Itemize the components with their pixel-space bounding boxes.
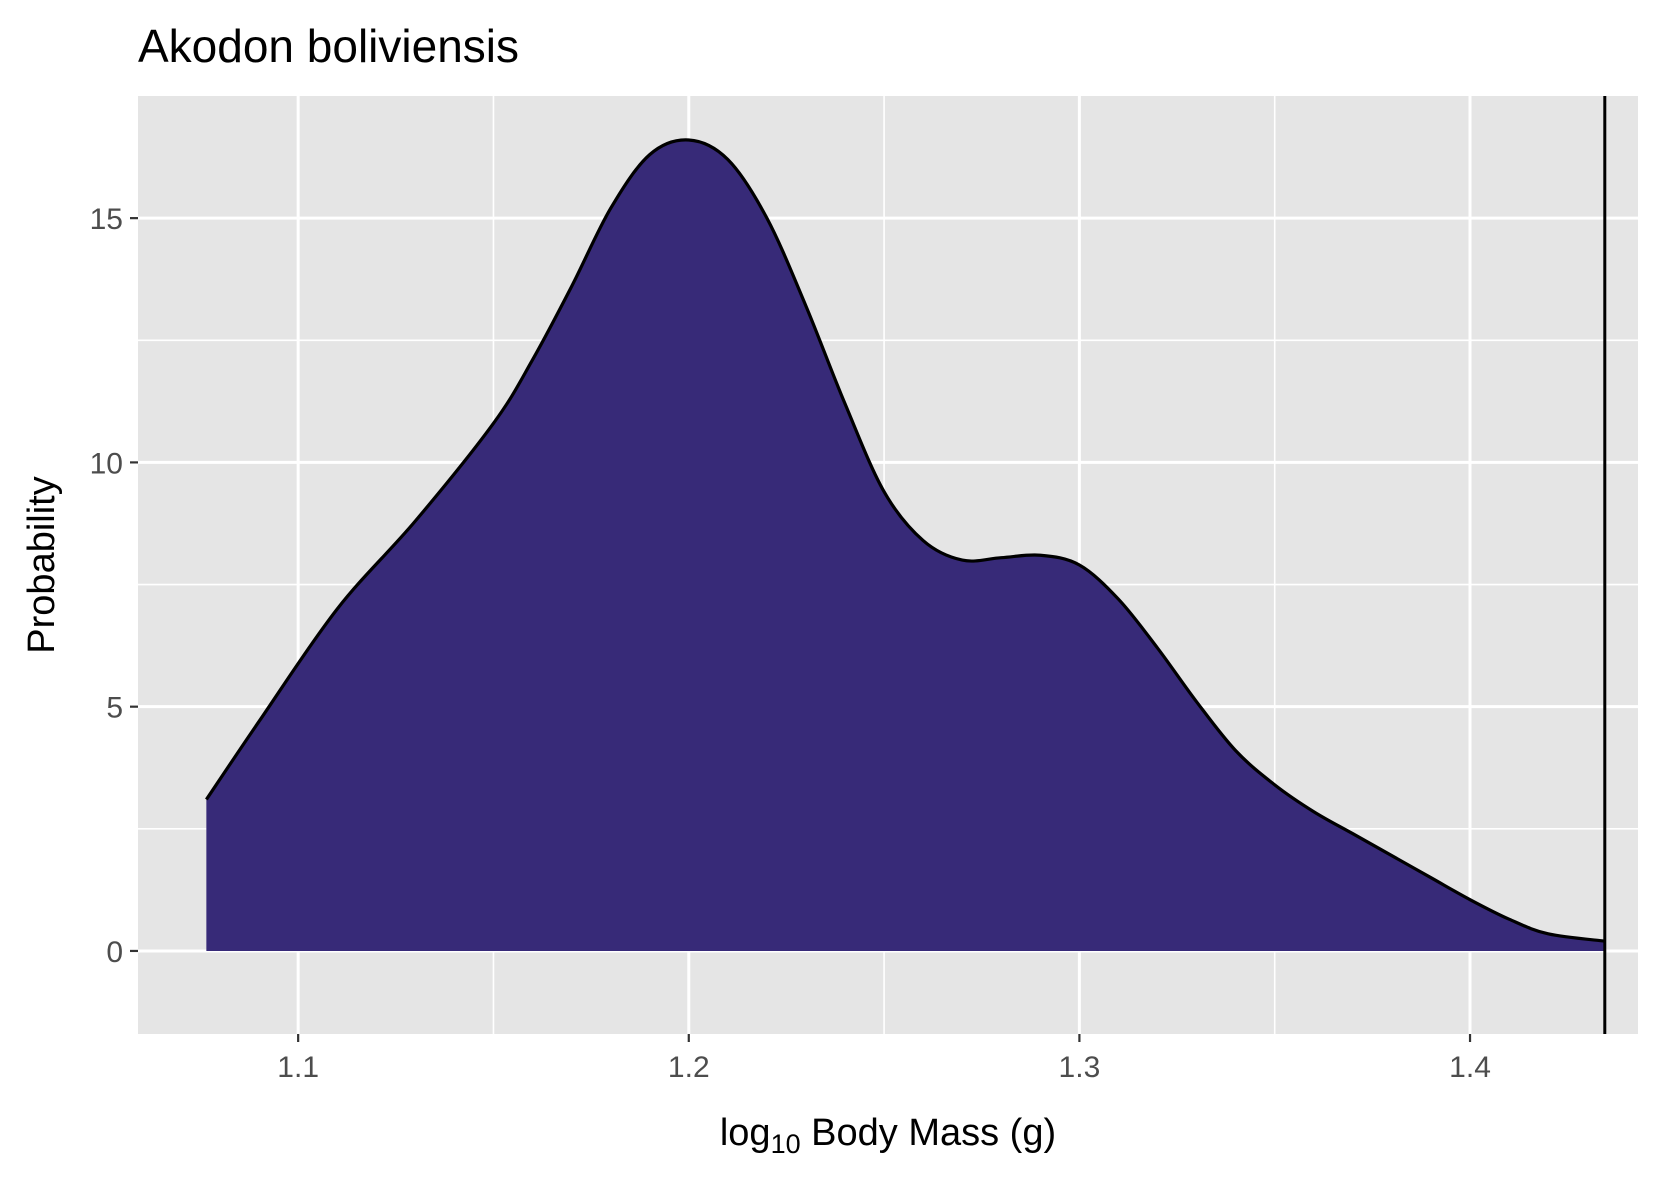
x-tick-label: 1.3 bbox=[1059, 1051, 1101, 1084]
y-tick-label: 0 bbox=[106, 936, 123, 969]
x-axis-title-base: log bbox=[720, 1112, 771, 1154]
data-layer bbox=[205, 96, 1607, 1034]
density-outline bbox=[205, 138, 1606, 943]
x-axis-title-subscript: 10 bbox=[771, 1129, 801, 1159]
density-area bbox=[206, 139, 1605, 951]
chart-title: Akodon boliviensis bbox=[138, 20, 519, 72]
axes: 1.1 1.2 1.3 1.4 0 5 10 15 bbox=[90, 203, 1491, 1084]
x-tick-label: 1.2 bbox=[668, 1051, 710, 1084]
x-tick-label: 1.4 bbox=[1449, 1051, 1491, 1084]
x-tick-label: 1.1 bbox=[277, 1051, 319, 1084]
x-axis-title: log10 Body Mass (g) bbox=[720, 1112, 1056, 1159]
y-axis-title: Probability bbox=[21, 476, 63, 653]
y-tick-label: 10 bbox=[90, 447, 123, 480]
x-axis-title-rest: Body Mass (g) bbox=[801, 1112, 1057, 1154]
y-tick-label: 5 bbox=[106, 692, 123, 725]
y-tick-label: 15 bbox=[90, 203, 123, 236]
